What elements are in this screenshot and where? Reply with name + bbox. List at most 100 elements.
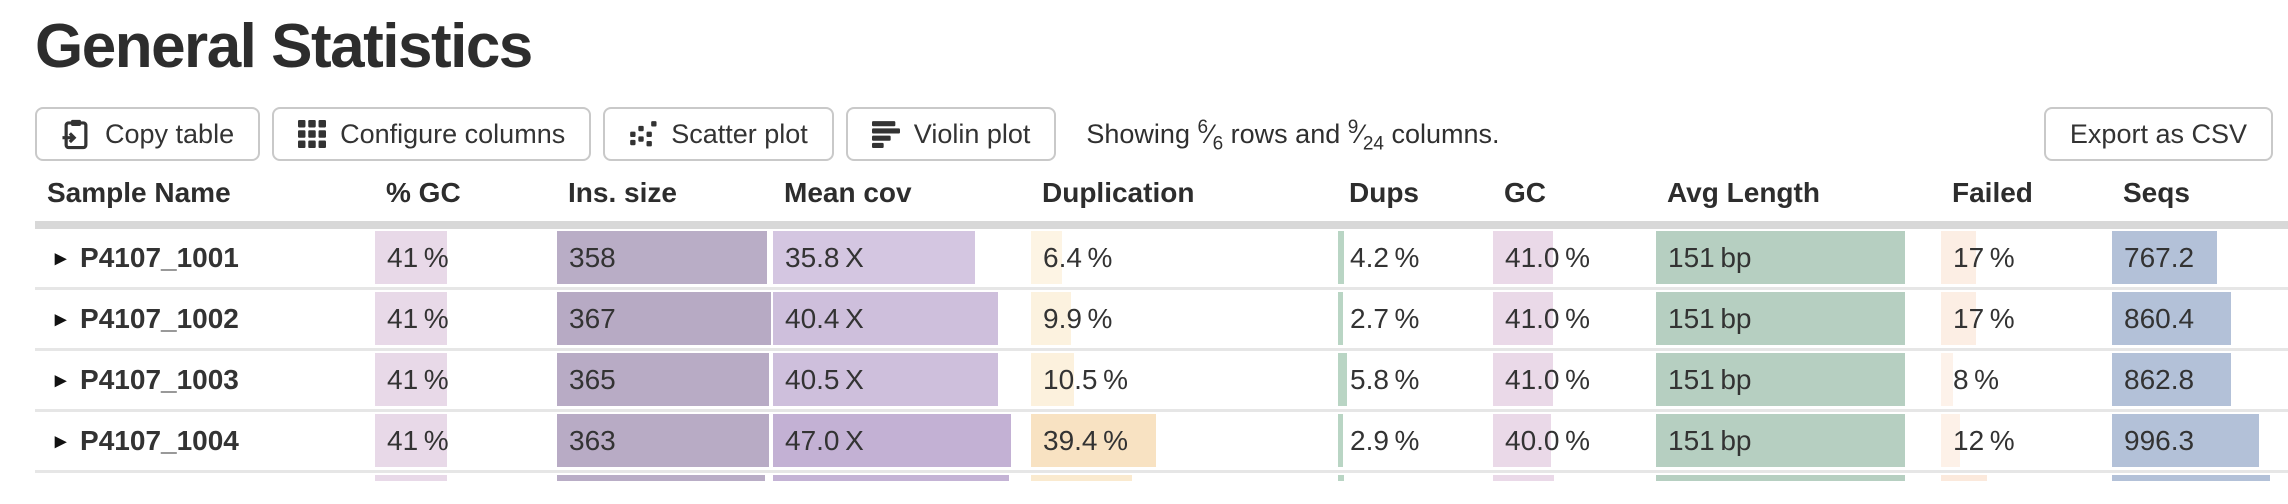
cell-bar xyxy=(557,292,770,346)
cell-value: 996.3 xyxy=(2124,425,2195,457)
cell-dups: 2.9 % xyxy=(1337,410,1493,474)
cell-bar xyxy=(1493,292,1553,346)
sample-cell[interactable]: ▸ P4107_1001 xyxy=(35,225,375,291)
cell-bar xyxy=(1338,475,1345,482)
cell-value: 17 % xyxy=(1953,303,2015,335)
cell-ins_size: 365 xyxy=(556,349,773,413)
cell-bar xyxy=(1656,353,1906,407)
cell-value: 4.2 % xyxy=(1350,242,1420,274)
cell-pct_gc: 41 % xyxy=(374,349,557,413)
clipboard-icon xyxy=(61,118,91,150)
showing-summary: Showing 6⁄6 rows and 9⁄24 columns. xyxy=(1086,116,1500,154)
cell-bar xyxy=(1493,414,1551,468)
sample-cell[interactable]: ▸ P4107_1002 xyxy=(35,288,375,352)
column-header-mean_cov[interactable]: Mean cov xyxy=(772,171,1030,230)
cell-value: 6.4 % xyxy=(1043,242,1113,274)
cell-avg_length: 151 bp xyxy=(1655,225,1941,291)
sample-name: P4107_1001 xyxy=(80,242,239,274)
cell-bar xyxy=(2112,231,2217,285)
cell-bar xyxy=(1493,475,1555,482)
showing-suffix: columns. xyxy=(1391,118,1500,149)
column-header-gc[interactable]: GC xyxy=(1492,171,1655,230)
export-csv-button[interactable]: Export as CSV xyxy=(2043,107,2273,162)
cell-ins_size: 363 xyxy=(556,410,773,474)
sample-cell[interactable]: ▸ P4107_1004 xyxy=(35,410,375,474)
cell-mean_cov xyxy=(772,471,1031,482)
cell-value: 151 bp xyxy=(1668,364,1752,396)
cell-value: 8 % xyxy=(1953,364,2000,396)
cell-bar xyxy=(773,414,1012,468)
column-header-duplication[interactable]: Duplication xyxy=(1030,171,1337,230)
sample-name: P4107_1004 xyxy=(80,425,239,457)
column-header-dups[interactable]: Dups xyxy=(1337,171,1492,230)
showing-prefix: Showing xyxy=(1086,118,1190,149)
cell-dups xyxy=(1337,471,1493,482)
scatter-plot-icon xyxy=(629,120,657,148)
row-expand-icon[interactable]: ▸ xyxy=(55,428,67,454)
table-toolbar: Copy table Configure columns xyxy=(35,107,2288,162)
copy-table-button[interactable]: Copy table xyxy=(35,107,261,162)
cell-failed: 17 % xyxy=(1940,288,2112,352)
row-expand-icon[interactable]: ▸ xyxy=(55,367,67,393)
cell-bar xyxy=(1338,231,1345,285)
cell-bar xyxy=(375,475,447,482)
cell-bar xyxy=(375,231,447,285)
row-expand-icon[interactable]: ▸ xyxy=(55,306,67,332)
sample-name: P4107_1003 xyxy=(80,364,239,396)
scatter-plot-button[interactable]: Scatter plot xyxy=(603,107,834,162)
cell-value: 12 % xyxy=(1953,425,2015,457)
cell-bar xyxy=(1031,414,1157,468)
violin-plot-button[interactable]: Violin plot xyxy=(845,107,1057,162)
sample-name: P4107_1002 xyxy=(80,303,239,335)
grid-icon xyxy=(298,120,327,149)
cell-value: 39.4 % xyxy=(1043,425,1128,457)
cell-seqs xyxy=(2111,471,2288,482)
cell-bar xyxy=(1031,475,1132,482)
cell-value: 41 % xyxy=(387,303,449,335)
cell-bar xyxy=(375,414,447,468)
cell-bar xyxy=(773,292,999,346)
cell-pct_gc: 41 % xyxy=(374,288,557,352)
cell-value: 358 xyxy=(569,242,616,274)
cell-gc: 40.0 % xyxy=(1492,410,1656,474)
cell-bar xyxy=(1941,231,1977,285)
cell-bar xyxy=(1941,475,1987,482)
cell-value: 151 bp xyxy=(1668,242,1752,274)
column-header-seqs[interactable]: Seqs xyxy=(2111,171,2288,230)
cell-bar xyxy=(1493,231,1553,285)
cell-value: 41 % xyxy=(387,242,449,274)
column-header-ins_size[interactable]: Ins. size xyxy=(556,171,772,230)
cell-value: 41 % xyxy=(387,364,449,396)
cell-value: 17 % xyxy=(1953,242,2015,274)
table-header-row: Sample Name% GC Ins. size Mean cov Duplicat… xyxy=(35,171,2288,230)
general-stats-table: Sample Name% GC Ins. size Mean cov Duplicat… xyxy=(35,171,2288,482)
cell-bar xyxy=(2112,292,2231,346)
cell-value: 40.5 X xyxy=(785,364,864,396)
cell-duplication: 10.5 % xyxy=(1030,349,1338,413)
cell-value: 151 bp xyxy=(1668,303,1752,335)
column-header-sample[interactable]: Sample Name xyxy=(35,171,374,230)
column-header-pct_gc[interactable]: % GC xyxy=(374,171,556,230)
cell-bar xyxy=(2112,475,2270,482)
sample-cell[interactable]: ▸ P4107_1003 xyxy=(35,349,375,413)
row-expand-icon[interactable]: ▸ xyxy=(55,245,67,271)
column-header-failed[interactable]: Failed xyxy=(1940,171,2111,230)
cell-bar xyxy=(557,353,769,407)
cell-bar xyxy=(773,475,1009,482)
table-row-partial xyxy=(35,471,2288,482)
cell-value: 35.8 X xyxy=(785,242,864,274)
cell-value: 5.8 % xyxy=(1350,364,1420,396)
cell-bar xyxy=(557,231,767,285)
cell-pct_gc: 41 % xyxy=(374,410,557,474)
general-statistics-section: General Statistics Copy table xyxy=(0,14,2288,482)
cell-avg_length: 151 bp xyxy=(1655,410,1941,474)
configure-columns-button[interactable]: Configure columns xyxy=(272,107,592,162)
cell-bar xyxy=(1656,231,1906,285)
cell-bar xyxy=(1941,414,1960,468)
cell-value: 767.2 xyxy=(2124,242,2195,274)
cell-avg_length: 151 bp xyxy=(1655,349,1941,413)
columns-fraction: 9⁄24 xyxy=(1347,116,1384,154)
cell-failed: 12 % xyxy=(1940,410,2112,474)
violin-plot-icon xyxy=(871,120,900,149)
column-header-avg_length[interactable]: Avg Length xyxy=(1655,171,1940,230)
